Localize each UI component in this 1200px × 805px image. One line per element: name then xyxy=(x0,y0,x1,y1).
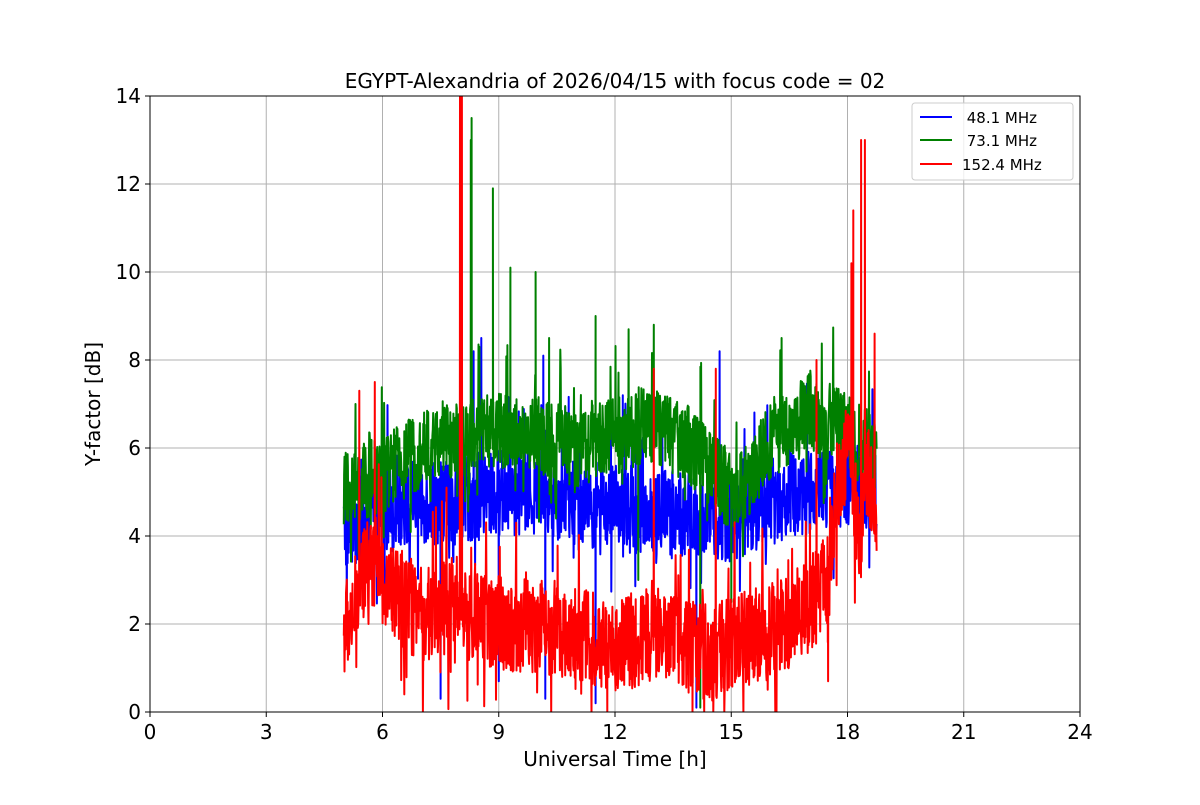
x-tick-label: 12 xyxy=(602,720,627,744)
x-tick-label: 9 xyxy=(492,720,505,744)
legend-label-48mhz: 48.1 MHz xyxy=(962,109,1037,127)
series-line-73mhz xyxy=(342,117,878,709)
x-axis-label: Universal Time [h] xyxy=(523,747,706,771)
y-tick-label: 0 xyxy=(128,700,141,724)
y-tick-label: 4 xyxy=(128,524,141,548)
x-tick-label: 18 xyxy=(835,720,860,744)
x-tick-label: 0 xyxy=(144,720,157,744)
y-tick-label: 10 xyxy=(116,260,141,284)
chart-title: EGYPT-Alexandria of 2026/04/15 with focu… xyxy=(345,69,886,93)
y-tick-label: 2 xyxy=(128,612,141,636)
y-tick-label: 8 xyxy=(128,348,141,372)
y-axis-label: Y-factor [dB] xyxy=(81,342,105,467)
y-tick-label: 14 xyxy=(116,84,141,108)
legend-box xyxy=(911,102,1074,181)
legend-label-152mhz: 152.4 MHz xyxy=(962,156,1042,174)
series-layer xyxy=(342,96,878,712)
x-tick-label: 24 xyxy=(1067,720,1092,744)
x-tick-label: 3 xyxy=(260,720,273,744)
legend: 48.1 MHz 73.1 MHz 152.4 MHz xyxy=(911,102,1074,181)
legend-label-73mhz: 73.1 MHz xyxy=(962,132,1037,150)
x-tick-label: 6 xyxy=(376,720,389,744)
y-tick-label: 6 xyxy=(128,436,141,460)
x-tick-label: 15 xyxy=(719,720,744,744)
series-line-152mhz xyxy=(342,96,878,712)
y-tick-label: 12 xyxy=(116,172,141,196)
series-line-48mhz xyxy=(342,337,878,709)
x-tick-label: 21 xyxy=(951,720,976,744)
